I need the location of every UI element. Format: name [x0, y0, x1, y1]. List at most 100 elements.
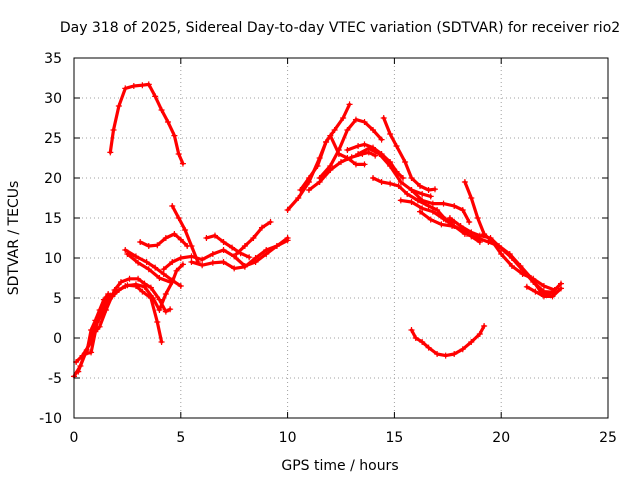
data-point — [419, 191, 426, 197]
x-tick-label: 20 — [492, 430, 510, 446]
data-point — [209, 251, 216, 257]
data-point — [344, 127, 351, 133]
x-tick-label: 0 — [70, 430, 79, 446]
data-point — [344, 147, 351, 153]
series-arc-11 — [188, 237, 291, 272]
data-point — [468, 339, 475, 345]
data-point — [199, 262, 206, 269]
x-tick-label: 25 — [599, 430, 617, 446]
data-point — [419, 205, 426, 212]
data-point — [378, 179, 385, 185]
data-point — [169, 203, 176, 209]
data-point — [152, 93, 159, 100]
data-point — [252, 255, 259, 261]
data-point — [361, 119, 368, 125]
data-point — [156, 307, 163, 313]
series-arc-21 — [380, 115, 438, 193]
data-point — [83, 349, 90, 356]
data-point — [305, 175, 312, 181]
data-point — [551, 287, 558, 293]
data-point — [96, 307, 103, 313]
data-point — [378, 136, 385, 143]
data-point — [376, 151, 383, 157]
data-point — [340, 115, 347, 121]
data-point — [408, 327, 415, 333]
data-point — [434, 207, 441, 213]
data-point — [145, 81, 152, 88]
data-point — [92, 317, 99, 324]
data-point — [387, 131, 394, 137]
data-point — [517, 263, 524, 269]
y-tick-label: 15 — [44, 211, 62, 227]
data-point — [438, 221, 445, 228]
tick-layer: 0 5 10 15 20 25 -10 -5 0 5 10 15 20 25 30 35 — [39, 51, 617, 446]
series-line — [463, 180, 563, 292]
data-point — [387, 180, 394, 187]
data-point — [132, 281, 139, 288]
data-point — [220, 239, 227, 245]
data-point — [263, 247, 270, 253]
data-point — [305, 187, 312, 193]
data-point — [408, 175, 415, 181]
data-point — [175, 151, 182, 157]
data-point — [506, 251, 513, 257]
data-point — [141, 280, 148, 287]
data-point — [111, 287, 118, 293]
data-point — [246, 254, 253, 261]
plot-frame — [73, 57, 609, 419]
data-point — [429, 200, 436, 207]
data-point — [496, 243, 503, 249]
series-arc-23 — [408, 187, 473, 225]
data-point — [145, 266, 152, 273]
data-point — [135, 275, 142, 282]
data-point — [417, 183, 424, 189]
data-point — [124, 251, 131, 257]
data-point — [175, 215, 182, 221]
data-point — [474, 215, 481, 221]
data-point — [156, 275, 163, 281]
data-point — [408, 187, 415, 193]
data-point — [451, 203, 458, 209]
data-point — [434, 351, 441, 357]
series-line — [382, 116, 437, 192]
y-tick-label: 10 — [44, 251, 62, 267]
data-point — [150, 295, 157, 301]
data-point — [162, 235, 169, 241]
data-point — [258, 224, 265, 231]
data-point — [397, 197, 404, 204]
data-point — [122, 247, 129, 253]
y-axis-label: SDTVAR / TECUs — [6, 181, 22, 296]
data-point — [179, 160, 186, 167]
data-point — [171, 231, 178, 237]
data-point — [466, 219, 473, 225]
data-point — [408, 199, 415, 205]
series-line — [108, 82, 185, 166]
data-point — [105, 291, 112, 297]
data-point — [431, 186, 438, 193]
data-point — [468, 195, 475, 201]
series-arc-29 — [408, 323, 488, 359]
data-point — [241, 263, 248, 270]
series-arc-6 — [122, 247, 184, 289]
series-arc-1 — [107, 81, 186, 167]
series-line — [356, 146, 433, 198]
data-point — [164, 119, 171, 125]
data-point — [137, 239, 144, 245]
data-point — [177, 283, 184, 289]
data-point — [158, 339, 165, 345]
series-arc-13 — [233, 219, 274, 257]
data-point — [250, 235, 257, 241]
y-tick-label: 0 — [53, 331, 62, 347]
data-point — [474, 235, 481, 241]
data-point — [122, 85, 129, 92]
data-point — [370, 175, 377, 181]
data-point — [229, 244, 236, 251]
data-point — [327, 163, 334, 169]
data-point — [331, 127, 338, 133]
data-point — [160, 266, 167, 273]
data-point — [145, 243, 152, 249]
data-point — [519, 271, 526, 277]
data-point — [143, 259, 150, 265]
data-point — [96, 323, 103, 330]
